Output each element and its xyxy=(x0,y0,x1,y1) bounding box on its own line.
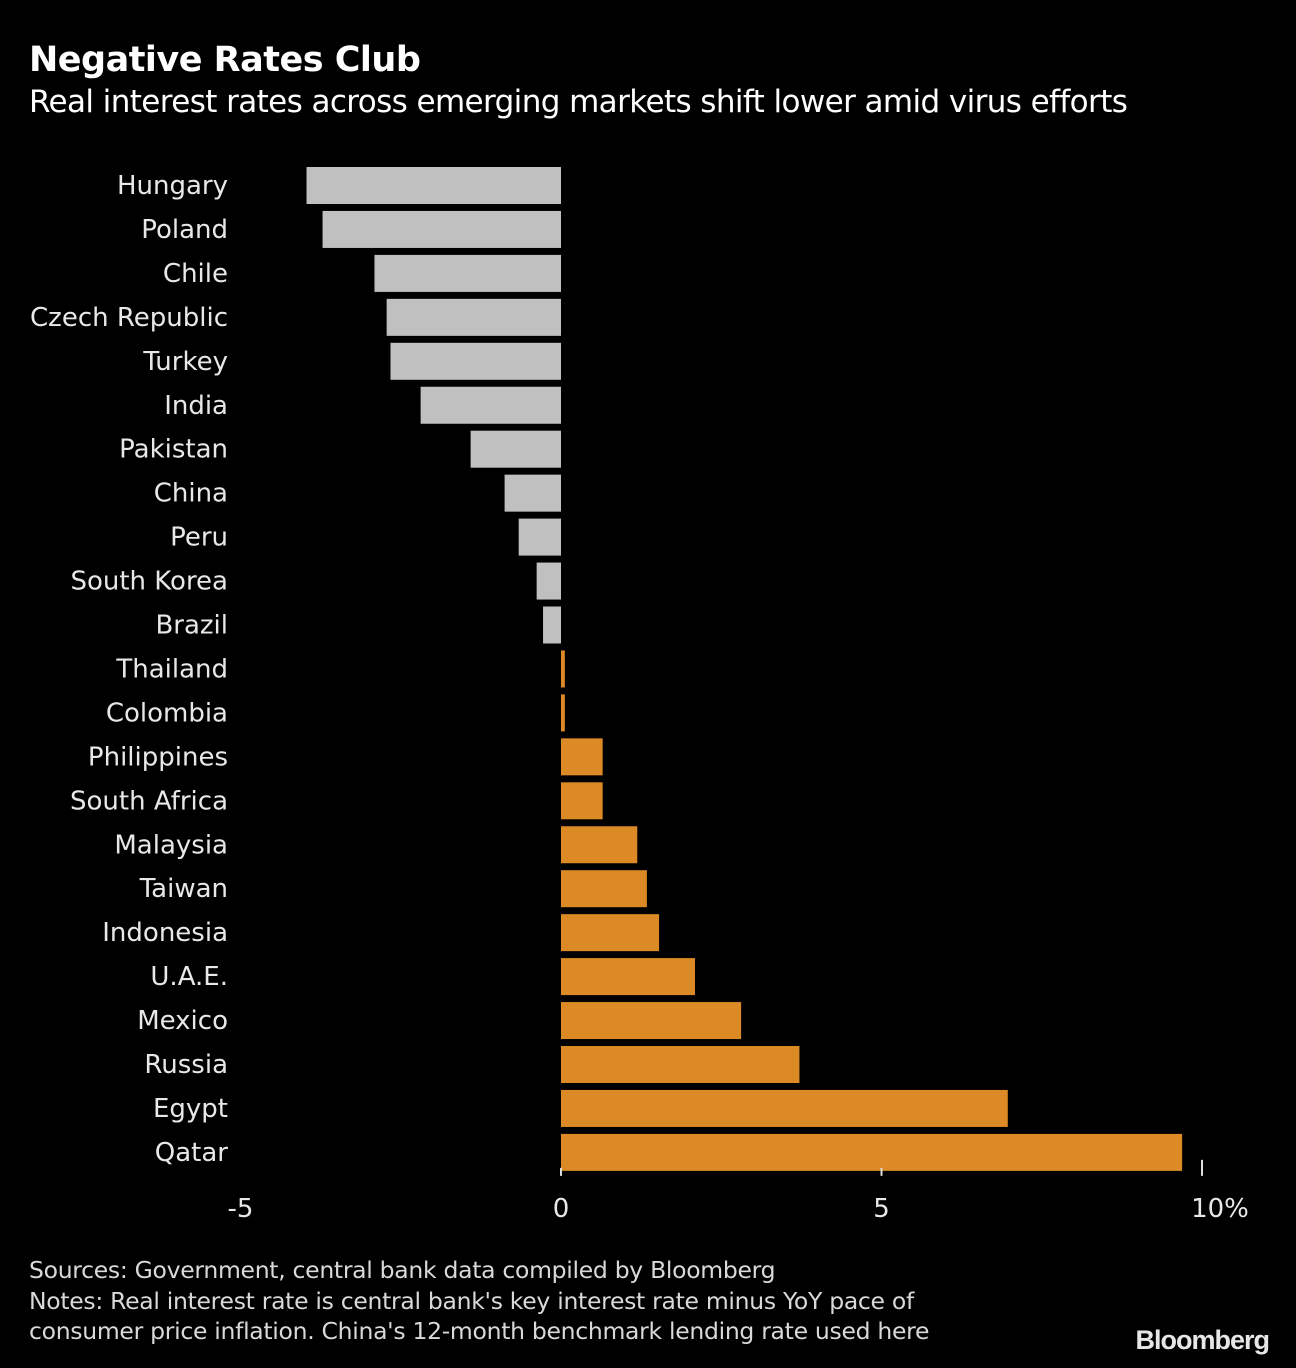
category-label: Poland xyxy=(141,215,228,245)
bar-malaysia xyxy=(561,826,638,864)
category-labels: Hungary Poland Chile Czech Republic Turkey In… xyxy=(30,171,228,1168)
bar-peru xyxy=(518,518,561,556)
category-label: Hungary xyxy=(117,171,228,201)
category-label: U.A.E. xyxy=(150,962,228,992)
category-label: Brazil xyxy=(155,611,228,641)
bar-russia xyxy=(561,1046,800,1083)
bar-mexico xyxy=(561,1002,742,1040)
bar-qatar xyxy=(561,1133,1183,1171)
bar-thailand xyxy=(561,650,565,688)
x-axis: -5 0 5 10% xyxy=(228,1159,1249,1224)
x-tick-label: -5 xyxy=(228,1194,254,1224)
bar-chart: Hungary Poland Chile Czech Republic Turkey In… xyxy=(30,167,1249,1224)
category-label: Malaysia xyxy=(114,830,228,860)
bar-chile xyxy=(374,254,561,292)
category-label: South Africa xyxy=(70,786,228,816)
x-tick-label: 0 xyxy=(553,1194,570,1224)
category-label: Taiwan xyxy=(139,874,228,904)
bar-brazil xyxy=(543,606,561,644)
x-tick-label: 5 xyxy=(873,1194,890,1224)
bar-india xyxy=(420,386,561,424)
category-label: Mexico xyxy=(137,1006,228,1036)
bar-egypt xyxy=(561,1089,1008,1127)
notes-line-2: consumer price inflation. China's 12-mon… xyxy=(29,1317,930,1345)
category-label: Thailand xyxy=(115,654,228,684)
bar-indonesia xyxy=(561,914,660,952)
bar-poland xyxy=(322,210,561,248)
category-label: Turkey xyxy=(142,347,228,377)
chart-title: Negative Rates Club xyxy=(29,40,421,80)
category-label: Pakistan xyxy=(119,435,228,465)
bar-taiwan xyxy=(561,870,647,908)
notes-line-1: Notes: Real interest rate is central ban… xyxy=(29,1287,914,1315)
bars-group xyxy=(306,167,1183,1171)
bloomberg-logo: Bloomberg xyxy=(1135,1325,1270,1355)
sources-note: Sources: Government, central bank data c… xyxy=(29,1256,776,1284)
bar-hungary xyxy=(306,167,561,204)
category-label: Indonesia xyxy=(102,918,228,948)
category-label: Colombia xyxy=(106,698,228,728)
category-label: Qatar xyxy=(155,1138,229,1168)
category-label: China xyxy=(154,479,228,509)
x-tick-label: 10% xyxy=(1191,1194,1249,1224)
bar-china xyxy=(504,474,561,512)
bar-u-a-e xyxy=(561,958,695,996)
category-label: Russia xyxy=(144,1050,228,1080)
bar-turkey xyxy=(390,342,561,380)
category-label: Peru xyxy=(170,523,228,553)
bar-south-africa xyxy=(561,782,603,820)
category-label: Czech Republic xyxy=(30,303,228,333)
category-label: South Korea xyxy=(70,567,228,597)
bar-czech-republic xyxy=(386,298,561,336)
category-label: Philippines xyxy=(88,742,228,772)
bar-south-korea xyxy=(536,562,561,600)
category-label: India xyxy=(164,391,228,421)
category-label: Egypt xyxy=(153,1094,228,1124)
bar-pakistan xyxy=(470,430,561,468)
bar-philippines xyxy=(561,738,603,776)
category-label: Chile xyxy=(163,259,228,289)
bar-colombia xyxy=(561,694,565,732)
chart-subtitle: Real interest rates across emerging mark… xyxy=(29,84,1128,120)
